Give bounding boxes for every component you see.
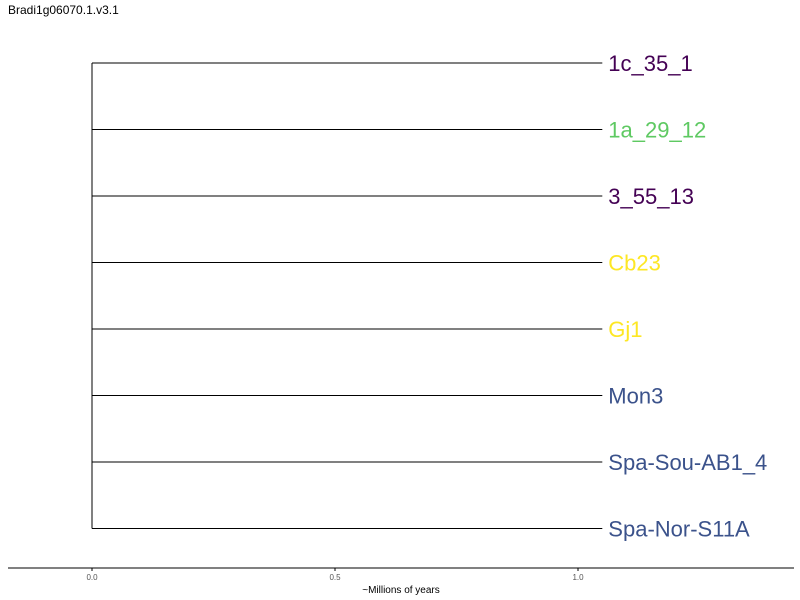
tip-label: Mon3 — [608, 384, 663, 409]
axis-tick-label: 0.5 — [329, 573, 341, 582]
tree-title: Bradi1g06070.1.v3.1 — [8, 3, 119, 17]
tree-branches — [91, 62, 603, 529]
tip-labels: 1c_35_1 1a_29_12 3_55_13 Cb23 Gj1 Mon3 Spa-Sou… — [608, 51, 767, 542]
axis-title: ~Millions of years — [362, 585, 440, 596]
tip-label: Gj1 — [608, 317, 642, 342]
tip-label: 1a_29_12 — [608, 118, 706, 143]
axis-ticks: 0.0 0.5 1.0 — [86, 568, 584, 582]
tip-label: 1c_35_1 — [608, 51, 692, 76]
tip-label: Spa-Nor-S11A — [608, 517, 750, 542]
axis-tick-label: 1.0 — [572, 573, 584, 582]
tip-label: Cb23 — [608, 251, 661, 276]
time-axis: 0.0 0.5 1.0 ~Millions of years — [8, 567, 794, 596]
axis-tick-label: 0.0 — [86, 573, 98, 582]
tip-label: Spa-Sou-AB1_4 — [608, 450, 767, 475]
tip-label: 3_55_13 — [608, 184, 694, 209]
